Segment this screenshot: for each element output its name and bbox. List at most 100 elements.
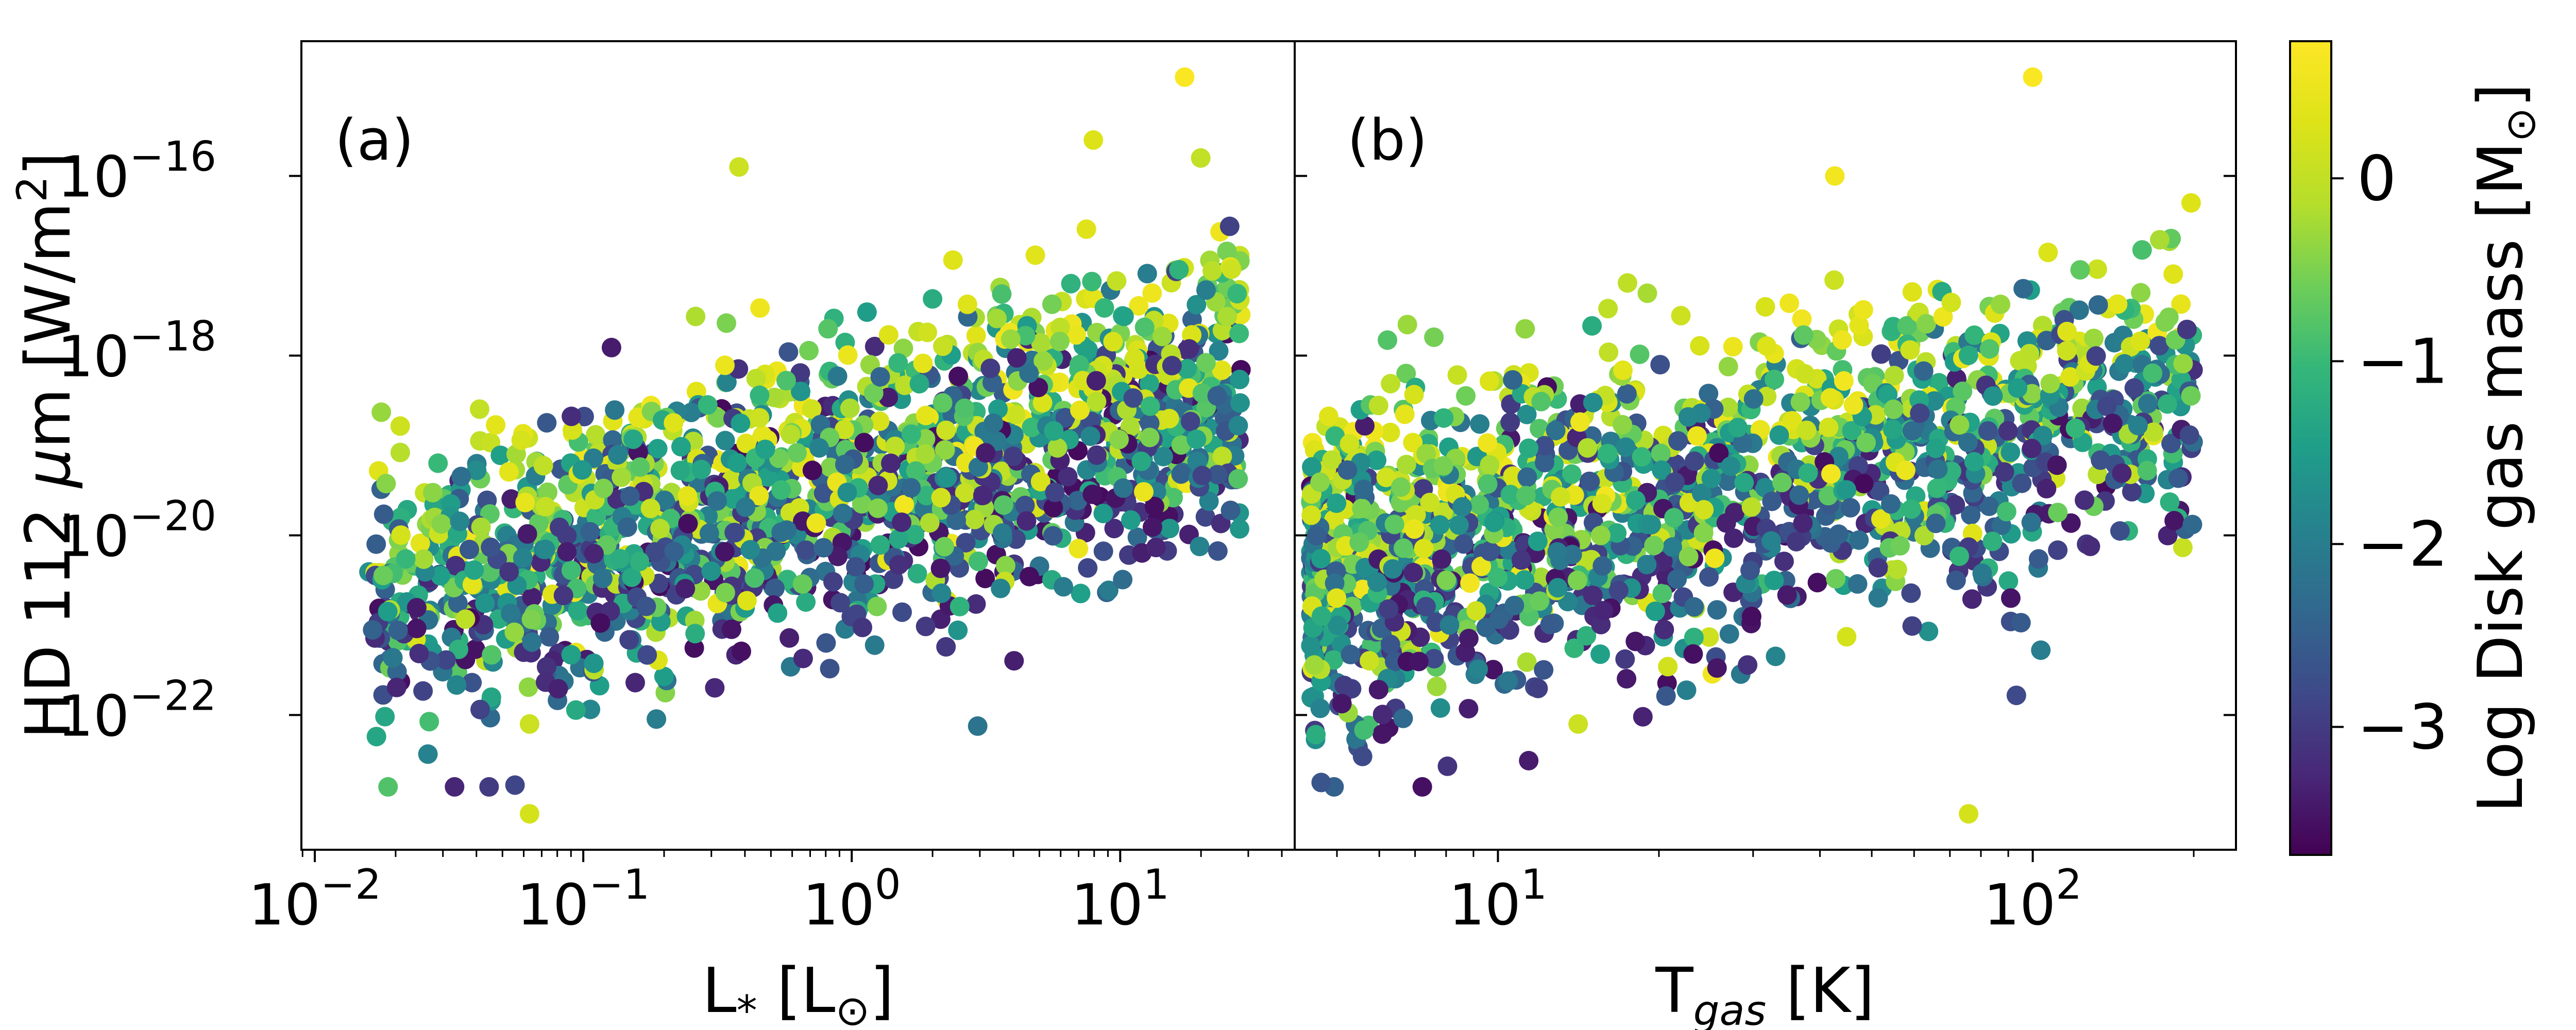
scatter-point — [1972, 563, 1992, 583]
scatter-point — [1517, 467, 1537, 487]
scatter-point — [1229, 323, 1249, 344]
scatter-point — [1840, 497, 1860, 518]
scatter-point — [1926, 438, 1946, 458]
scatter-point — [1489, 609, 1509, 629]
scatter-point — [987, 308, 1007, 329]
scatter-point — [1528, 678, 1548, 698]
scatter-point — [1478, 474, 1498, 494]
scatter-point — [969, 551, 988, 571]
scatter-point — [778, 342, 799, 362]
scatter-point — [1962, 589, 1982, 609]
scatter-point — [1651, 443, 1671, 464]
scatter-point — [1007, 348, 1027, 368]
scatter-point — [1015, 495, 1035, 516]
scatter-point — [580, 522, 600, 542]
scatter-point — [1927, 478, 1947, 499]
scatter-point — [1699, 627, 1719, 647]
scatter-point-outlier — [1568, 714, 1588, 734]
scatter-point — [814, 483, 834, 503]
scatter-point — [1782, 411, 1802, 431]
scatter-point — [1668, 431, 1688, 451]
scatter-point — [636, 596, 656, 616]
scatter-point — [1334, 676, 1354, 695]
scatter-point — [1055, 408, 1075, 427]
scatter-point — [383, 648, 403, 668]
scatter-point — [1162, 355, 1182, 375]
scatter-point — [2001, 588, 2021, 608]
scatter-point — [2143, 363, 2163, 383]
scatter-point — [390, 416, 410, 436]
scatter-point — [2138, 393, 2158, 414]
x-tick-label: 10−1 — [517, 861, 650, 938]
scatter-point — [1676, 680, 1697, 700]
scatter-point — [1219, 216, 1240, 236]
scatter-point — [1832, 330, 1852, 350]
scatter-point — [2181, 193, 2201, 213]
scatter-point — [1078, 558, 1098, 578]
scatter-point — [1459, 699, 1479, 719]
scatter-point — [1769, 425, 1789, 445]
scatter-point — [1404, 385, 1424, 405]
y-axis-title: HD 112 μm [W/m2] — [8, 152, 84, 739]
scatter-point — [475, 593, 495, 613]
scatter-point — [705, 678, 725, 698]
scatter-point — [2047, 455, 2067, 475]
scatter-point — [584, 654, 604, 673]
scatter-point — [1690, 336, 1710, 356]
panel-b-points — [1301, 67, 2203, 824]
scatter-point — [1679, 546, 1699, 566]
scatter-point — [721, 619, 741, 639]
scatter-point — [409, 644, 429, 663]
scatter-point — [1379, 599, 1399, 619]
scatter-point — [909, 374, 929, 394]
scatter-point — [2060, 367, 2080, 387]
scatter-point — [1718, 356, 1738, 376]
scatter-point — [955, 398, 975, 418]
scatter-point — [1928, 459, 1948, 479]
scatter-point — [980, 358, 1001, 379]
scatter-point — [1883, 317, 1903, 337]
scatter-point — [479, 777, 499, 797]
scatter-point — [481, 537, 501, 557]
scatter-point — [1409, 651, 1429, 672]
scatter-point — [2158, 394, 2177, 414]
scatter-point — [1562, 544, 1582, 564]
x-tick-label: 101 — [1449, 861, 1547, 938]
scatter-point — [1123, 388, 1143, 408]
scatter-point — [966, 594, 986, 614]
scatter-point — [853, 617, 872, 638]
scatter-point — [1567, 570, 1587, 590]
scatter-point — [486, 415, 506, 435]
scatter-point — [2130, 331, 2150, 351]
scatter-point — [612, 467, 632, 487]
scatter-point — [895, 375, 915, 396]
scatter-point — [670, 460, 690, 480]
scatter-point — [888, 353, 908, 373]
scatter-point — [1853, 300, 1873, 320]
scatter-point — [504, 622, 524, 642]
scatter-point — [2086, 346, 2106, 366]
scatter-point — [448, 593, 468, 613]
scatter-point — [2179, 425, 2199, 445]
scatter-point — [1134, 317, 1155, 337]
scatter-point — [1207, 386, 1227, 406]
scatter-point — [1301, 505, 1321, 525]
panel-a-points — [359, 67, 1251, 824]
scatter-point — [984, 413, 1004, 433]
scatter-point — [538, 482, 557, 502]
scatter-point — [1762, 491, 1782, 511]
scatter-point — [698, 395, 718, 415]
scatter-point — [2173, 538, 2193, 557]
scatter-point — [1684, 451, 1704, 471]
scatter-point — [913, 353, 933, 373]
scatter-point — [1498, 671, 1518, 691]
scatter-point — [592, 569, 613, 589]
scatter-point — [1222, 259, 1242, 279]
scatter-point — [1192, 466, 1212, 486]
scatter-point — [992, 523, 1012, 543]
scatter-point — [779, 628, 800, 648]
scatter-point — [557, 526, 577, 546]
scatter-point — [1519, 751, 1539, 770]
scatter-point — [499, 462, 519, 482]
scatter-point — [975, 569, 995, 589]
